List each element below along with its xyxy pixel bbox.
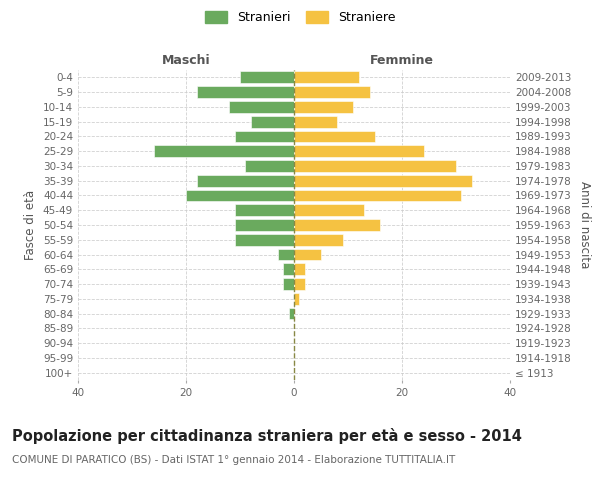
- Bar: [294, 130, 375, 142]
- Bar: [283, 278, 294, 290]
- Text: Maschi: Maschi: [161, 54, 211, 68]
- Bar: [294, 264, 305, 275]
- Bar: [229, 101, 294, 113]
- Bar: [294, 190, 461, 202]
- Bar: [294, 146, 424, 157]
- Bar: [294, 278, 305, 290]
- Bar: [240, 72, 294, 84]
- Bar: [294, 160, 456, 172]
- Bar: [294, 234, 343, 245]
- Bar: [294, 101, 353, 113]
- Y-axis label: Fasce di età: Fasce di età: [25, 190, 37, 260]
- Bar: [278, 248, 294, 260]
- Legend: Stranieri, Straniere: Stranieri, Straniere: [205, 11, 395, 24]
- Bar: [251, 116, 294, 128]
- Bar: [197, 86, 294, 98]
- Y-axis label: Anni di nascita: Anni di nascita: [578, 182, 591, 268]
- Bar: [235, 219, 294, 231]
- Text: Popolazione per cittadinanza straniera per età e sesso - 2014: Popolazione per cittadinanza straniera p…: [12, 428, 522, 444]
- Bar: [283, 264, 294, 275]
- Bar: [235, 130, 294, 142]
- Bar: [294, 204, 364, 216]
- Bar: [235, 204, 294, 216]
- Bar: [294, 219, 380, 231]
- Bar: [289, 308, 294, 320]
- Bar: [186, 190, 294, 202]
- Bar: [294, 175, 472, 186]
- Bar: [154, 146, 294, 157]
- Text: Femmine: Femmine: [370, 54, 434, 68]
- Bar: [235, 234, 294, 245]
- Bar: [197, 175, 294, 186]
- Bar: [294, 293, 299, 304]
- Bar: [245, 160, 294, 172]
- Bar: [294, 72, 359, 84]
- Bar: [294, 248, 321, 260]
- Bar: [294, 86, 370, 98]
- Bar: [294, 116, 337, 128]
- Text: COMUNE DI PARATICO (BS) - Dati ISTAT 1° gennaio 2014 - Elaborazione TUTTITALIA.I: COMUNE DI PARATICO (BS) - Dati ISTAT 1° …: [12, 455, 455, 465]
